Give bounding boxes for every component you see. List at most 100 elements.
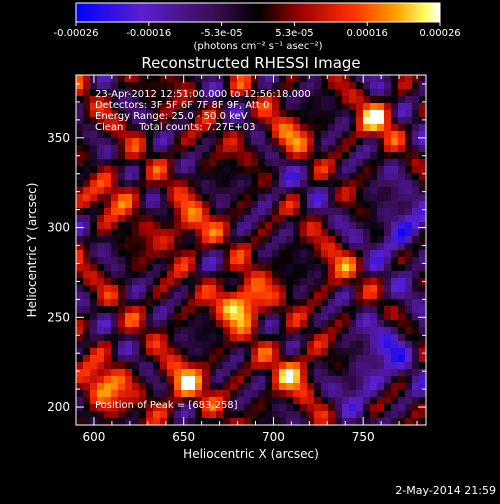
heatmap-cell: [293, 341, 301, 349]
heatmap-cell: [209, 411, 217, 419]
heatmap-cell: [391, 355, 399, 363]
heatmap-cell: [244, 201, 252, 209]
heatmap-cell: [363, 355, 371, 363]
heatmap-cell: [111, 362, 119, 370]
heatmap-cell: [335, 194, 343, 202]
heatmap-cell: [146, 208, 154, 216]
heatmap-cell: [216, 271, 224, 279]
heatmap-cell: [293, 243, 301, 251]
heatmap-cell: [167, 145, 175, 153]
heatmap-cell: [167, 271, 175, 279]
heatmap-cell: [293, 187, 301, 195]
heatmap-cell: [111, 75, 119, 83]
heatmap-cell: [321, 369, 329, 377]
heatmap-cell: [377, 264, 385, 272]
heatmap-cell: [195, 397, 203, 405]
heatmap-cell: [412, 124, 420, 132]
heatmap-cell: [321, 166, 329, 174]
heatmap-cell: [321, 173, 329, 181]
heatmap-cell: [412, 320, 420, 328]
heatmap-cell: [405, 222, 413, 230]
heatmap-cell: [314, 278, 322, 286]
heatmap-cell: [349, 271, 357, 279]
heatmap-cell: [328, 299, 336, 307]
heatmap-cell: [244, 159, 252, 167]
heatmap-cell: [167, 194, 175, 202]
heatmap-cell: [419, 257, 426, 265]
heatmap-cell: [314, 390, 322, 398]
heatmap-cell: [265, 229, 273, 237]
heatmap-cell: [405, 243, 413, 251]
heatmap-cell: [384, 110, 392, 118]
footer-timestamp: 2-May-2014 21:59: [395, 484, 496, 497]
heatmap-cell: [419, 173, 426, 181]
heatmap-cell: [188, 243, 196, 251]
heatmap-cell: [349, 383, 357, 391]
heatmap-cell: [188, 103, 196, 111]
heatmap-cell: [76, 355, 84, 363]
heatmap-cell: [174, 285, 182, 293]
heatmap-cell: [363, 243, 371, 251]
heatmap-cell: [97, 327, 105, 335]
heatmap-cell: [97, 180, 105, 188]
heatmap-cell: [314, 320, 322, 328]
heatmap-cell: [188, 159, 196, 167]
heatmap-cell: [90, 264, 98, 272]
heatmap-cell: [363, 208, 371, 216]
heatmap-cell: [307, 75, 315, 83]
heatmap-cell: [216, 264, 224, 272]
heatmap-cell: [405, 376, 413, 384]
heatmap-cell: [300, 355, 308, 363]
heatmap-cell: [405, 313, 413, 321]
heatmap-cell: [209, 152, 217, 160]
heatmap-cell: [335, 341, 343, 349]
heatmap-cell: [174, 341, 182, 349]
heatmap-cell: [391, 306, 399, 314]
heatmap-cell: [251, 75, 259, 83]
heatmap-cell: [293, 327, 301, 335]
heatmap-cell: [202, 117, 210, 125]
heatmap-cell: [97, 187, 105, 195]
heatmap-cell: [181, 341, 189, 349]
heatmap-cell: [188, 362, 196, 370]
heatmap-cell: [83, 390, 91, 398]
heatmap-cell: [104, 383, 112, 391]
heatmap-cell: [97, 278, 105, 286]
heatmap-cell: [286, 397, 294, 405]
heatmap-cell: [111, 397, 119, 405]
heatmap-cell: [146, 82, 154, 90]
heatmap-cell: [181, 411, 189, 419]
heatmap-cell: [377, 299, 385, 307]
heatmap-cell: [188, 89, 196, 97]
heatmap-cell: [160, 278, 168, 286]
heatmap-cell: [342, 159, 350, 167]
heatmap-cell: [300, 369, 308, 377]
heatmap-cell: [97, 264, 105, 272]
heatmap-cell: [307, 362, 315, 370]
heatmap-cell: [279, 145, 287, 153]
heatmap-cell: [258, 271, 266, 279]
heatmap-cell: [342, 180, 350, 188]
heatmap-cell: [181, 243, 189, 251]
heatmap-cell: [83, 138, 91, 146]
heatmap-cell: [132, 208, 140, 216]
heatmap-cell: [111, 89, 119, 97]
heatmap-cell: [230, 390, 238, 398]
heatmap-cell: [307, 320, 315, 328]
heatmap-cell: [216, 285, 224, 293]
heatmap-cell: [419, 89, 426, 97]
heatmap-cell: [349, 138, 357, 146]
heatmap-cell: [202, 208, 210, 216]
heatmap-cell: [265, 327, 273, 335]
heatmap-cell: [153, 110, 161, 118]
heatmap-cell: [251, 320, 259, 328]
heatmap-cell: [321, 418, 329, 425]
heatmap-cell: [251, 180, 259, 188]
heatmap-cell: [265, 383, 273, 391]
heatmap-cell: [419, 376, 426, 384]
heatmap-cell: [83, 187, 91, 195]
heatmap-cell: [160, 159, 168, 167]
heatmap-cell: [272, 292, 280, 300]
heatmap-cell: [244, 194, 252, 202]
